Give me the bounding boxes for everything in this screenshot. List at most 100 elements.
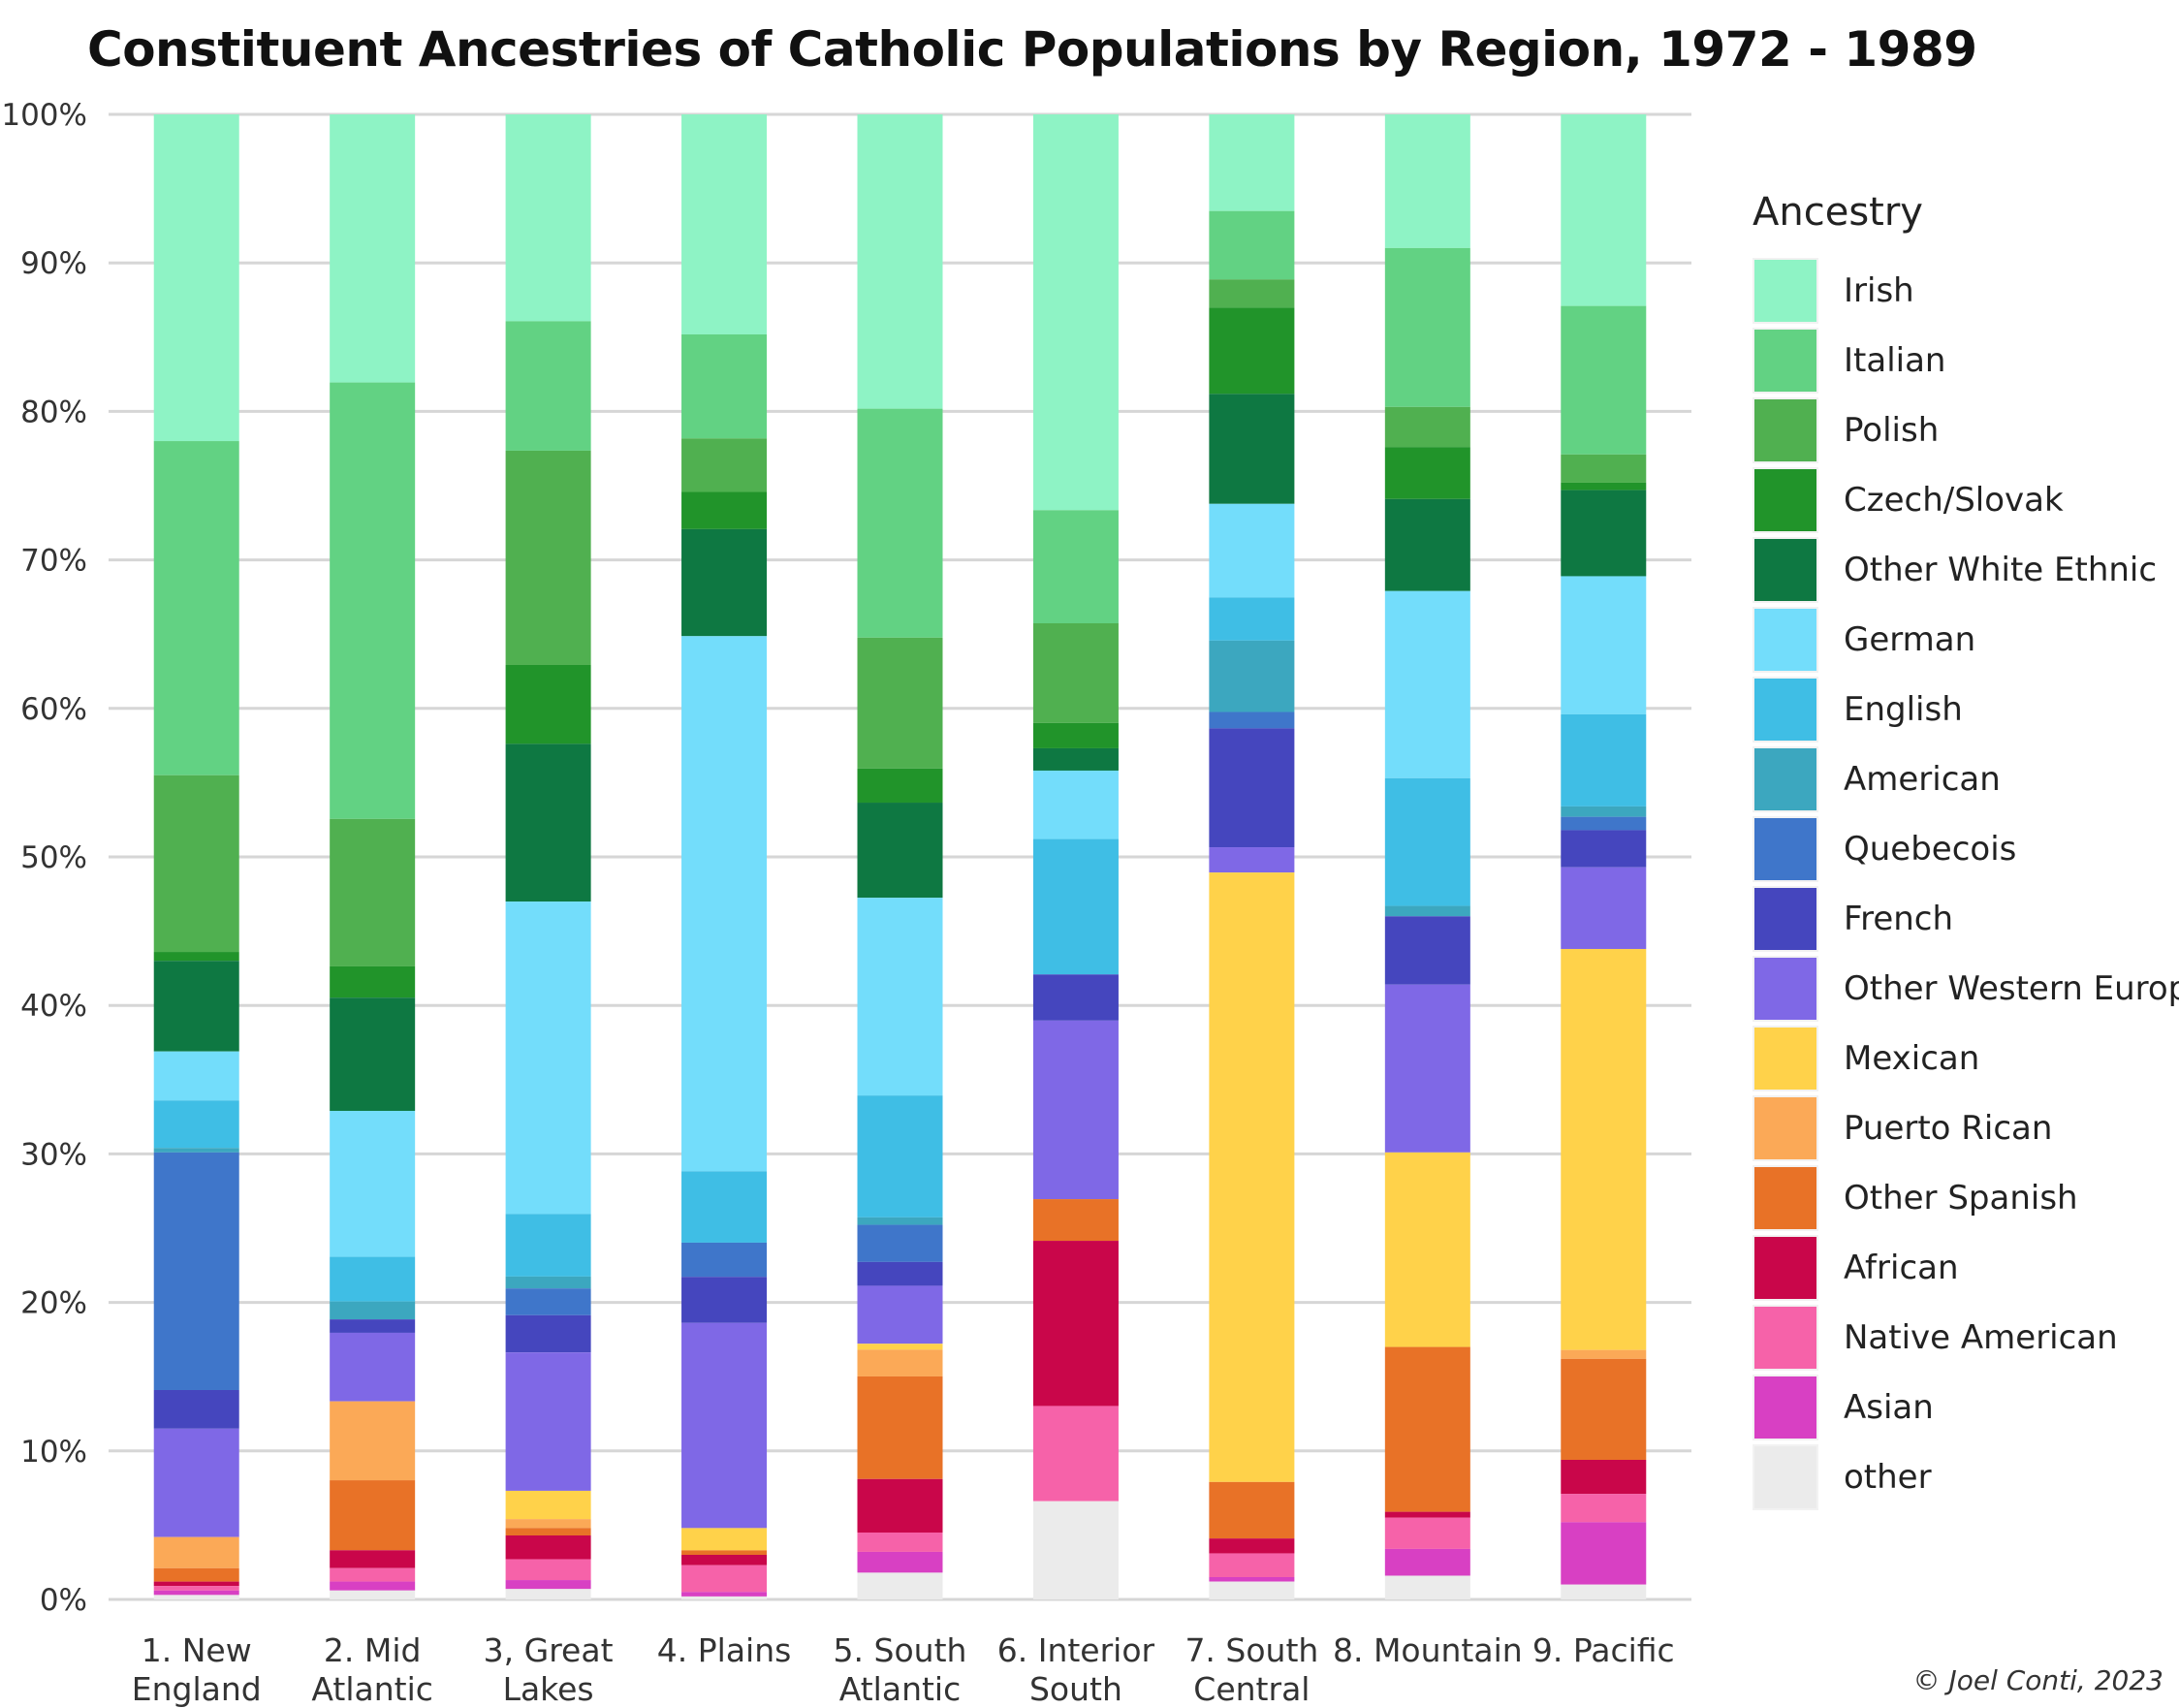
bar-segment xyxy=(153,1590,239,1596)
bar-segment xyxy=(1384,1575,1470,1599)
bar-segment xyxy=(1561,1349,1647,1359)
legend-swatch xyxy=(1753,1165,1818,1231)
bar-segment xyxy=(1209,503,1295,598)
bar-segment xyxy=(1384,1152,1470,1347)
y-tick-label: 70% xyxy=(20,544,87,579)
bar-segment xyxy=(1209,1538,1295,1554)
bar-segment xyxy=(857,114,943,409)
bar-segment xyxy=(857,1095,943,1218)
legend-swatch xyxy=(1753,258,1818,324)
legend-swatch xyxy=(1753,537,1818,603)
bar-segment xyxy=(153,1148,239,1153)
bar-segment xyxy=(1209,1481,1295,1539)
bar-segment xyxy=(857,1217,943,1225)
bar-segment xyxy=(681,636,768,1172)
legend-item: English xyxy=(1753,675,2179,744)
bar-segment xyxy=(153,1536,239,1568)
bar-segment xyxy=(505,450,591,665)
bar-segment xyxy=(681,1242,768,1278)
legend-swatch xyxy=(1753,1026,1818,1091)
bar-segment xyxy=(330,1319,416,1333)
bar-segment xyxy=(1561,1494,1647,1523)
bar-segment xyxy=(1384,247,1470,407)
legend-swatch xyxy=(1753,956,1818,1022)
bar-segment xyxy=(1209,307,1295,395)
bar-segment xyxy=(1384,984,1470,1153)
bar-segment xyxy=(1209,1553,1295,1577)
bar-segment xyxy=(857,1344,943,1350)
bar-segment xyxy=(681,1322,768,1529)
axis-labels: 0% 10% 20% 30% 40% 50% 60% 70% 80% 90% 100% 1. New E… xyxy=(1,98,1674,1708)
bar-segment xyxy=(1561,1584,1647,1599)
legend-item: Czech/Slovak xyxy=(1753,465,2179,535)
bar-segment xyxy=(153,114,239,442)
bar-segment xyxy=(330,997,416,1111)
bar-segment xyxy=(505,1559,591,1581)
y-tick-label: 0% xyxy=(40,1583,87,1618)
legend-item: Italian xyxy=(1753,326,2179,395)
legend-item: Native American xyxy=(1753,1303,2179,1373)
bar-segment xyxy=(681,333,768,439)
bar-segment xyxy=(857,1261,943,1286)
bar-segment xyxy=(153,1586,239,1591)
bar-segment xyxy=(153,1595,239,1599)
bar-segment xyxy=(505,1314,591,1353)
bar-segment xyxy=(1561,1522,1647,1585)
legend-item: Puerto Rican xyxy=(1753,1093,2179,1163)
y-tick-label: 90% xyxy=(20,246,87,281)
bar-segment xyxy=(505,1276,591,1289)
legend-label: Quebecois xyxy=(1844,830,2017,869)
bar-segment xyxy=(1032,1241,1119,1407)
bar-segment xyxy=(330,382,416,819)
bar-segment xyxy=(857,637,943,769)
bar-segment xyxy=(681,1565,768,1593)
bar-segment xyxy=(1209,872,1295,1482)
x-tick-label: 3, Great Lakes xyxy=(484,1631,614,1708)
bar-segment xyxy=(330,1480,416,1551)
chart-title: Constituent Ancestries of Catholic Popul… xyxy=(87,21,1977,78)
bar-segment xyxy=(857,1572,943,1599)
bar-segment xyxy=(681,438,768,492)
legend-label: other xyxy=(1844,1458,1932,1497)
bar-segment xyxy=(505,664,591,744)
bar-segment xyxy=(505,1534,591,1560)
legend-swatch xyxy=(1753,1305,1818,1371)
bar-segment xyxy=(1384,1548,1470,1576)
bar-segment xyxy=(330,1332,416,1402)
bar-segment xyxy=(505,743,591,902)
bar-segment xyxy=(330,1550,416,1568)
legend-title: Ancestry xyxy=(1753,190,1923,235)
y-tick-label: 20% xyxy=(20,1286,87,1321)
bar-segment xyxy=(1384,406,1470,448)
bar-segment xyxy=(1032,114,1119,511)
y-tick-label: 40% xyxy=(20,989,87,1024)
legend-label: Other White Ethnic xyxy=(1844,551,2158,589)
bar-segment xyxy=(1561,867,1647,949)
bar-segment xyxy=(1032,770,1119,839)
bar-segment xyxy=(1032,1020,1119,1200)
bar-segment xyxy=(1561,482,1647,490)
bar-segment xyxy=(1032,510,1119,623)
legend-label: American xyxy=(1844,760,2001,799)
legend-swatch xyxy=(1753,328,1818,394)
bar-segment xyxy=(1561,1358,1647,1460)
bar-segment xyxy=(330,1301,416,1320)
bar-segment xyxy=(153,441,239,775)
legend-label: Mexican xyxy=(1844,1039,1980,1078)
bar-segment xyxy=(1561,816,1647,831)
legend-swatch xyxy=(1753,467,1818,533)
legend-swatch xyxy=(1753,746,1818,812)
bar-segment xyxy=(1209,1581,1295,1599)
bar-segment xyxy=(1032,722,1119,748)
bar-segment xyxy=(681,114,768,334)
bar-segment xyxy=(505,1528,591,1535)
bar-segment xyxy=(1209,728,1295,848)
bar-segment xyxy=(505,1580,591,1590)
bar-segment xyxy=(1561,806,1647,817)
x-tick-label: 2. Mid Atlantic xyxy=(311,1631,433,1708)
x-tick-label: 1. New England xyxy=(132,1631,262,1708)
legend-item: Mexican xyxy=(1753,1024,2179,1093)
bar-segment xyxy=(1561,713,1647,807)
bar-segment xyxy=(153,961,239,1052)
